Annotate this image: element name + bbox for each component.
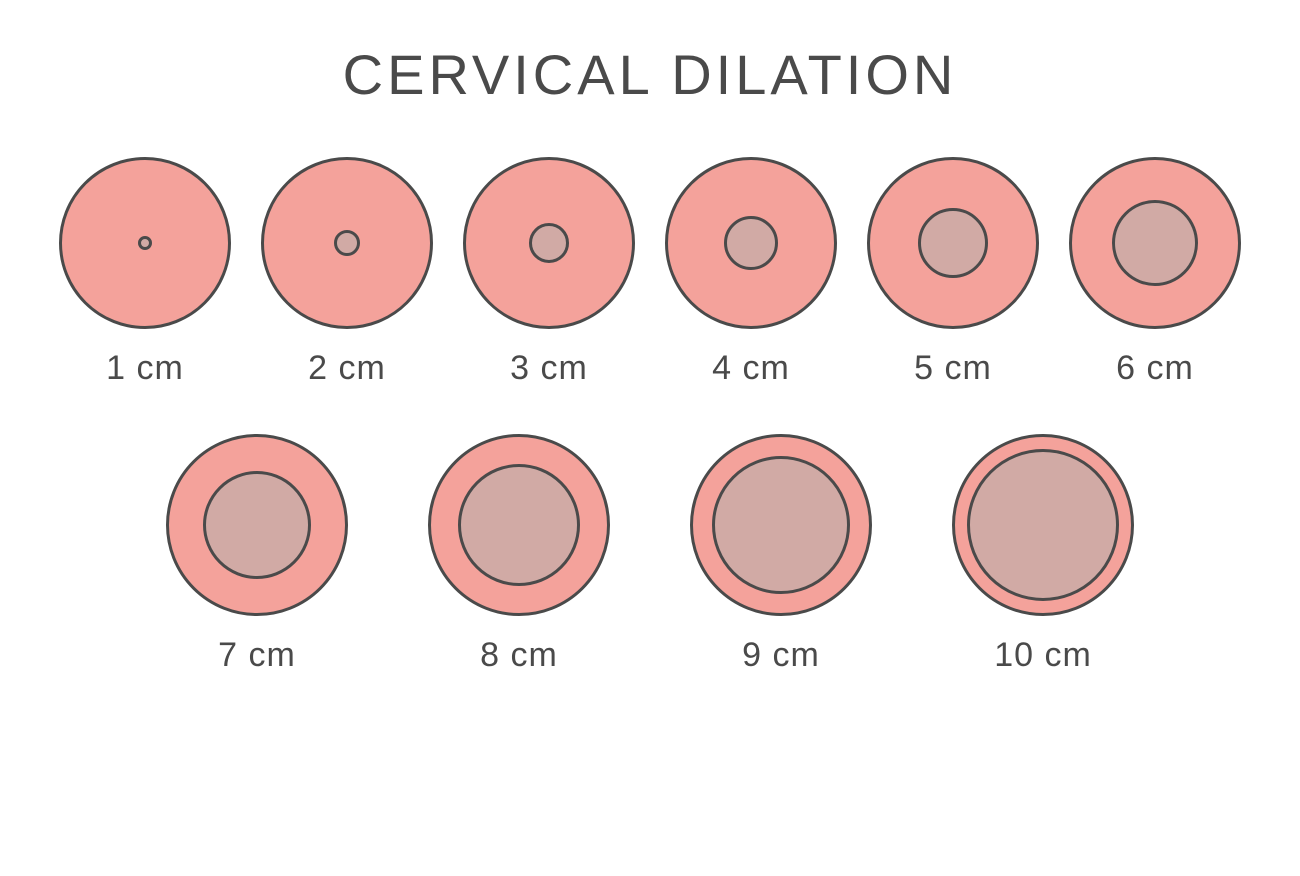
dilation-circle [665, 157, 837, 329]
dilation-item: 2 cm [261, 157, 433, 388]
inner-circle [203, 471, 311, 579]
dilation-circle [428, 434, 610, 616]
dilation-item: 6 cm [1069, 157, 1241, 388]
inner-circle [712, 456, 850, 594]
inner-circle [458, 464, 580, 586]
inner-circle [724, 216, 778, 270]
inner-circle [967, 449, 1119, 601]
dilation-item: 5 cm [867, 157, 1039, 388]
inner-circle [138, 236, 152, 250]
inner-circle [918, 208, 988, 278]
page-title: CERVICAL DILATION [0, 42, 1300, 107]
dilation-row-2: 7 cm 8 cm 9 cm 10 cm [0, 434, 1300, 675]
inner-circle [529, 223, 569, 263]
dilation-label: 7 cm [218, 636, 296, 675]
dilation-circle [867, 157, 1039, 329]
dilation-circle [261, 157, 433, 329]
dilation-label: 2 cm [308, 349, 386, 388]
dilation-circle [166, 434, 348, 616]
dilation-item: 9 cm [690, 434, 872, 675]
dilation-label: 8 cm [480, 636, 558, 675]
dilation-item: 10 cm [952, 434, 1134, 675]
dilation-circle [1069, 157, 1241, 329]
dilation-circle [59, 157, 231, 329]
dilation-circle [952, 434, 1134, 616]
dilation-item: 1 cm [59, 157, 231, 388]
dilation-item: 8 cm [428, 434, 610, 675]
dilation-label: 9 cm [742, 636, 820, 675]
dilation-item: 7 cm [166, 434, 348, 675]
dilation-item: 4 cm [665, 157, 837, 388]
dilation-row-1: 1 cm 2 cm 3 cm 4 cm 5 cm 6 cm [0, 157, 1300, 388]
dilation-label: 3 cm [510, 349, 588, 388]
dilation-label: 6 cm [1116, 349, 1194, 388]
dilation-label: 10 cm [994, 636, 1092, 675]
dilation-label: 1 cm [106, 349, 184, 388]
dilation-label: 4 cm [712, 349, 790, 388]
inner-circle [334, 230, 360, 256]
dilation-circle [463, 157, 635, 329]
dilation-label: 5 cm [914, 349, 992, 388]
dilation-circle [690, 434, 872, 616]
inner-circle [1112, 200, 1198, 286]
dilation-item: 3 cm [463, 157, 635, 388]
